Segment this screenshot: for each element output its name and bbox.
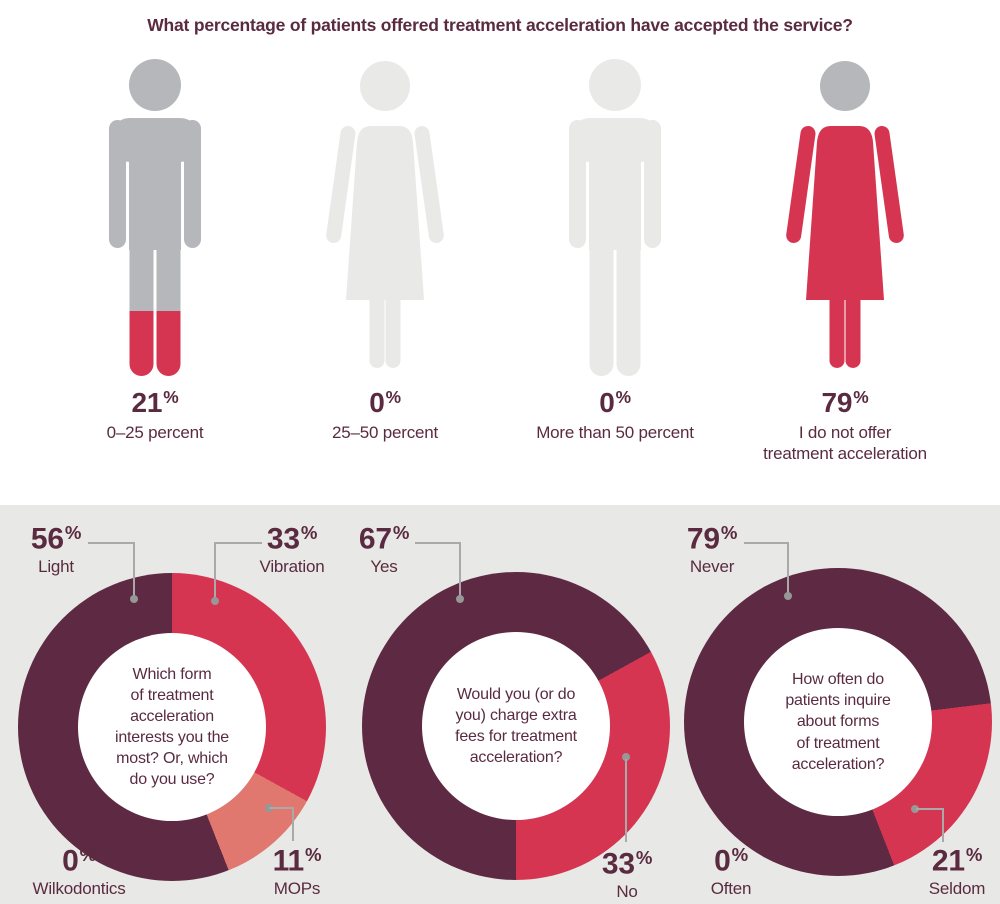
leader-line xyxy=(459,542,461,597)
callout-value: 0% xyxy=(714,844,749,878)
callout-vibration: 33% Vibration xyxy=(242,523,342,577)
callout-seldom: 21% Seldom xyxy=(907,845,1000,899)
page-title: What percentage of patients offered trea… xyxy=(147,15,853,35)
figure-stat-more-50: 0% More than 50 percent xyxy=(500,58,730,465)
callout-never: 79% Never xyxy=(662,523,762,577)
male-pictogram xyxy=(109,59,201,376)
acceptance-section: What percentage of patients offered trea… xyxy=(0,15,1000,465)
percent-sign: % xyxy=(853,387,869,408)
donut-question: Which form of treatment acceleration int… xyxy=(115,665,229,789)
leader-line xyxy=(415,542,461,544)
percent-sign: % xyxy=(64,522,82,543)
callout-yes: 67% Yes xyxy=(334,523,434,577)
leader-line xyxy=(942,808,944,842)
callout-no: 33% No xyxy=(577,848,677,902)
donut-section: Which form of treatment acceleration int… xyxy=(0,505,1000,904)
leader-line xyxy=(133,542,135,597)
donut-question: How often do patients inquire about form… xyxy=(785,671,891,773)
percent-sign: % xyxy=(635,847,653,868)
leader-dot xyxy=(211,597,219,605)
donut-chart-inquiries: How often do patients inquire about form… xyxy=(684,568,992,876)
callout-label: Wilkodontics xyxy=(32,878,126,898)
female-pictogram xyxy=(786,61,904,368)
callout-label: Never xyxy=(689,556,735,576)
donut-hole: Would you (or do you) charge extra fees … xyxy=(422,632,610,820)
donut-chart-fees: Would you (or do you) charge extra fees … xyxy=(362,572,670,880)
percent-sign: % xyxy=(385,387,401,408)
male-pictogram xyxy=(569,59,661,376)
leader-line xyxy=(292,807,294,841)
donut-hole: Which form of treatment acceleration int… xyxy=(78,633,266,821)
percent-sign: % xyxy=(392,522,410,543)
leader-line xyxy=(214,542,216,598)
callout-label: No xyxy=(616,881,638,901)
callout-value: 67% xyxy=(358,522,410,556)
callout-value: 0% xyxy=(62,844,97,878)
callout-mops: 11% MOPs xyxy=(247,845,347,899)
donut-question: Would you (or do you) charge extra fees … xyxy=(455,685,577,767)
callout-value: 79% xyxy=(686,522,738,556)
figure-label: 25–50 percent xyxy=(331,423,439,442)
callout-value: 11% xyxy=(272,844,322,878)
percent-sign: % xyxy=(300,522,318,543)
leader-line xyxy=(269,807,294,809)
figure-label: 0–25 percent xyxy=(106,423,204,442)
callout-value: 33% xyxy=(266,522,318,556)
figure-value: 79% xyxy=(821,387,869,418)
callout-often: 0% Often xyxy=(681,845,781,899)
callout-label: Seldom xyxy=(928,878,986,898)
leader-line xyxy=(744,542,789,544)
callout-value: 21% xyxy=(931,844,983,878)
leader-dot xyxy=(456,595,464,603)
leader-line xyxy=(916,808,944,810)
percent-sign: % xyxy=(965,844,983,865)
figure-label: More than 50 percent xyxy=(536,423,694,442)
callout-label: Yes xyxy=(370,556,398,576)
callout-wilkodontics: 0% Wilkodontics xyxy=(29,845,129,899)
callout-value: 33% xyxy=(601,847,653,881)
figure-value: 0% xyxy=(369,387,401,418)
percent-sign: % xyxy=(720,522,738,543)
figure-stat-0-25: 21% 0–25 percent xyxy=(40,58,270,465)
figure-stat-25-50: 0% 25–50 percent xyxy=(270,58,500,465)
leader-line xyxy=(88,542,135,544)
leader-line xyxy=(625,759,627,842)
figure-value: 21% xyxy=(131,387,179,418)
female-pictogram xyxy=(326,61,444,368)
figure-stat-not-offered: 79% I do not offer treatment acceleratio… xyxy=(730,58,960,465)
callout-label: Light xyxy=(38,556,74,576)
figure-value: 0% xyxy=(599,387,631,418)
leader-dot xyxy=(622,753,630,761)
percent-sign: % xyxy=(731,844,749,865)
figure-label: I do not offer treatment acceleration xyxy=(763,423,927,464)
callout-label: MOPs xyxy=(273,878,321,898)
donut-chart-forms: Which form of treatment acceleration int… xyxy=(18,573,326,881)
percent-sign: % xyxy=(163,387,179,408)
callout-label: Vibration xyxy=(259,556,325,576)
callout-light: 56% Light xyxy=(6,523,106,577)
leader-dot xyxy=(130,595,138,603)
leader-line xyxy=(214,542,262,544)
percent-sign: % xyxy=(615,387,631,408)
callout-label: Often xyxy=(710,878,752,898)
leader-line xyxy=(787,542,789,594)
donut-hole: How often do patients inquire about form… xyxy=(744,628,932,816)
percent-sign: % xyxy=(304,844,322,865)
percent-sign: % xyxy=(79,844,97,865)
leader-dot xyxy=(911,805,919,813)
leader-dot xyxy=(784,592,792,600)
callout-value: 56% xyxy=(30,522,82,556)
pictogram-row: 21% 0–25 percent xyxy=(0,58,1000,465)
